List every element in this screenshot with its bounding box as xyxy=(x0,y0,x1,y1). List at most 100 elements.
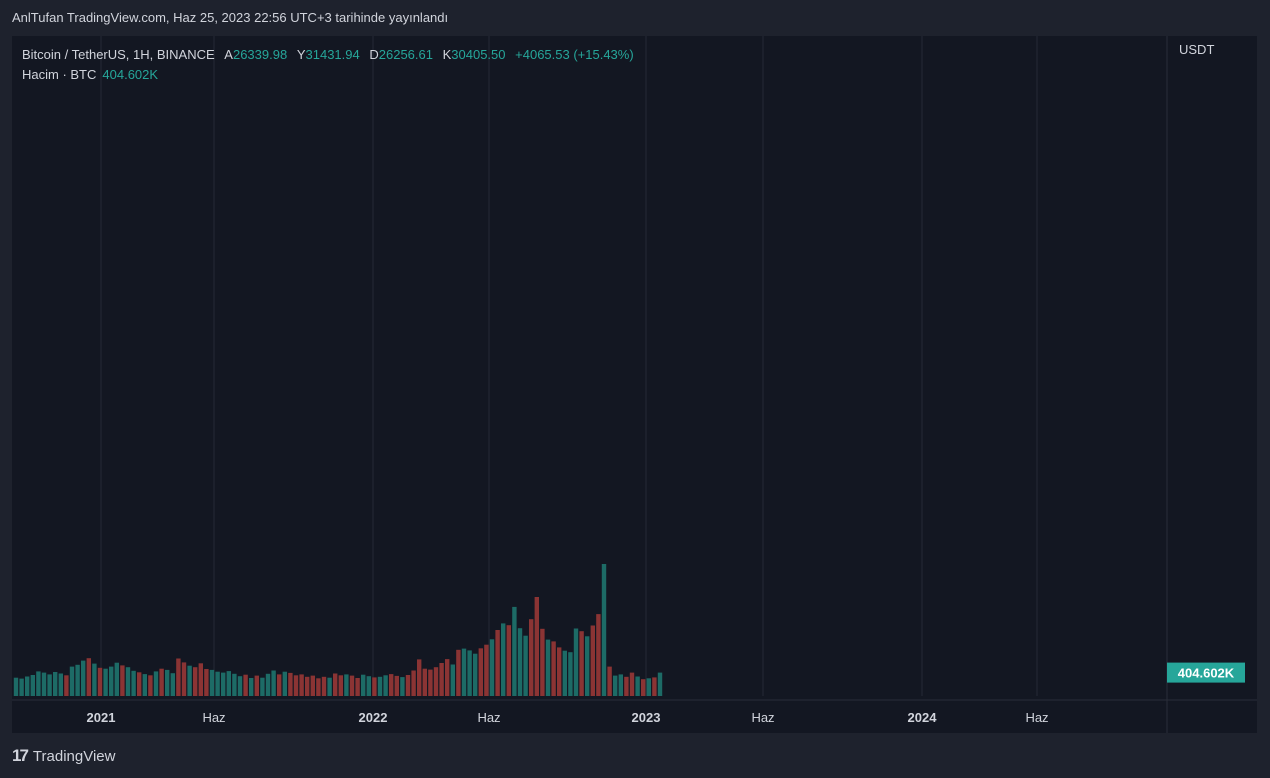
volume-bar xyxy=(293,675,299,696)
volume-bar xyxy=(512,606,517,696)
volume-bar xyxy=(523,635,528,696)
volume-bar xyxy=(349,675,355,696)
volume-bar xyxy=(221,672,226,696)
volume-bar xyxy=(405,675,411,696)
volume-bar xyxy=(176,658,181,696)
volume-bar xyxy=(103,668,108,696)
volume-bar xyxy=(467,650,472,696)
volume-bar xyxy=(400,677,405,696)
volume-bar xyxy=(641,679,646,696)
volume-bar xyxy=(288,672,293,696)
symbol-title[interactable]: Bitcoin / TetherUS, 1H, BINANCE xyxy=(22,47,215,62)
volume-bar xyxy=(461,648,467,696)
volume-bar xyxy=(265,673,271,696)
volume-marker-label: 404.602K xyxy=(1178,666,1235,681)
price-markers: 47200.0030485.0018125.9830405.5004:03:16… xyxy=(1167,662,1245,683)
volume-bar xyxy=(226,671,231,696)
volume-bar xyxy=(125,667,131,696)
candlestick-chart[interactable]: 120000.00100000.0080000.0065000.0053000.… xyxy=(12,36,1257,733)
legend-volume-row: Hacim · BTC 404.602K xyxy=(22,65,634,85)
volume-bar xyxy=(551,641,556,696)
volume-bar xyxy=(237,676,243,696)
volume-bar xyxy=(450,664,455,696)
volume-bar xyxy=(165,669,170,696)
legend-price-row: Bitcoin / TetherUS, 1H, BINANCE A26339.9… xyxy=(22,45,634,65)
volume-bar xyxy=(69,666,75,696)
volume-bar xyxy=(534,597,539,696)
volume-bar xyxy=(81,660,86,696)
volume-bar xyxy=(646,678,651,696)
high-label: Y xyxy=(296,47,306,62)
volume-bar xyxy=(501,623,506,696)
volume-bar xyxy=(159,668,164,696)
volume-bar xyxy=(254,675,259,696)
volume-bar xyxy=(411,670,416,696)
volume-bar xyxy=(215,671,220,696)
open-value: 26339.98 xyxy=(232,47,288,62)
volume-bar xyxy=(579,631,584,696)
volume-bar xyxy=(321,676,327,696)
volume-bar xyxy=(445,659,450,696)
volume-bar xyxy=(114,662,119,696)
volume-bar xyxy=(148,675,153,696)
volume-bar xyxy=(13,677,19,696)
low-label: D xyxy=(369,47,379,62)
volume-bar xyxy=(517,628,523,696)
volume-bar xyxy=(618,674,623,696)
x-tick-label: Haz xyxy=(477,710,500,725)
open-label: A xyxy=(224,47,233,62)
volume-bar xyxy=(545,639,551,696)
x-tick-label: 2023 xyxy=(632,710,661,725)
volume-bar xyxy=(181,662,187,696)
currency-label[interactable]: USDT xyxy=(1179,42,1215,57)
volume-bar xyxy=(271,670,276,696)
volume-bar xyxy=(142,674,147,696)
volume-bar xyxy=(209,669,215,696)
volume-bar xyxy=(36,671,41,696)
footer-brand-text: TradingView xyxy=(32,747,116,765)
volume-bar xyxy=(590,625,595,696)
volume-bar xyxy=(573,628,579,696)
volume-bar xyxy=(629,672,635,696)
close-value: 30405.50 xyxy=(451,47,506,62)
volume-bar xyxy=(394,675,399,696)
volume-bar xyxy=(19,678,24,696)
volume-bar xyxy=(41,672,47,696)
volume-bar xyxy=(596,614,601,696)
volume-bar xyxy=(47,674,52,696)
volume-bar xyxy=(635,676,640,696)
volume-bar xyxy=(232,673,237,696)
volume-bar xyxy=(377,676,383,696)
change-value: +4065.53 (+15.43%) xyxy=(515,47,634,62)
high-value: 31431.94 xyxy=(305,47,360,62)
volume-bar xyxy=(97,667,103,696)
x-tick-label: 2021 xyxy=(87,710,116,725)
volume-bar xyxy=(506,625,511,696)
volume-bar xyxy=(568,652,573,696)
publish-info: AnlTufan TradingView.com, Haz 25, 2023 2… xyxy=(12,10,449,25)
volume-bar xyxy=(489,639,495,696)
volume-bar xyxy=(613,675,618,696)
volume-bar xyxy=(338,675,343,696)
time-axis[interactable]: 2021 Haz 2022 Haz 2023 Haz 2024 Haz xyxy=(87,710,1049,725)
volume-bar xyxy=(109,666,114,696)
volume-bar xyxy=(58,673,63,696)
volume-bar xyxy=(198,663,203,696)
volume-value: 404.602K xyxy=(102,67,159,82)
volume-title[interactable]: Hacim · BTC xyxy=(22,67,97,82)
volume-bar xyxy=(282,671,287,696)
volume-bar xyxy=(305,676,310,696)
volume-bar xyxy=(120,665,125,696)
volume-bar xyxy=(473,653,478,696)
volume-marker-bg xyxy=(1167,662,1245,683)
volume-bar xyxy=(344,674,349,696)
volume-bar xyxy=(137,672,142,696)
volume-bar xyxy=(607,666,612,696)
volume-bar xyxy=(366,676,371,696)
volume-bar xyxy=(657,672,663,696)
tradingview-logo-icon: 17 xyxy=(12,746,29,765)
x-tick-label: Haz xyxy=(1025,710,1048,725)
volume-bars xyxy=(13,564,663,696)
volume-bar xyxy=(495,630,500,696)
volume-bar xyxy=(433,667,439,696)
